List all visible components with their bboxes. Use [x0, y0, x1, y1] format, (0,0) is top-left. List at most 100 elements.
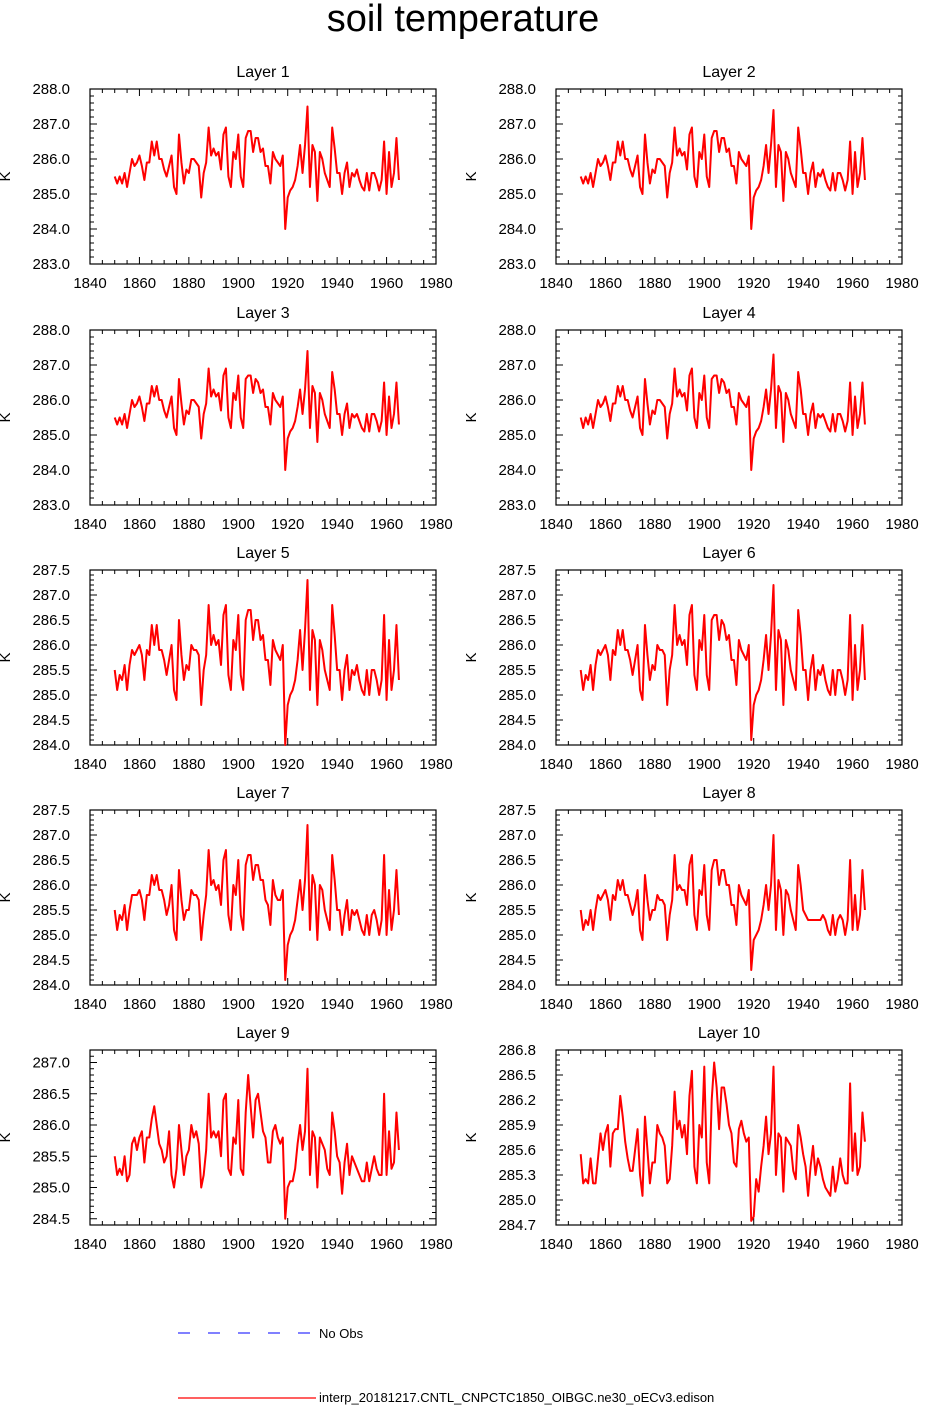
y-tick-label: 285.9: [498, 1117, 536, 1134]
panel-title: Layer 10: [698, 1025, 760, 1042]
y-tick-label: 286.5: [498, 1067, 536, 1084]
y-tick-label: 284.0: [498, 737, 536, 754]
x-tick-label: 1860: [589, 756, 622, 773]
y-tick-label: 286.0: [498, 392, 536, 409]
panel-title: Layer 9: [236, 1025, 289, 1042]
x-tick-label: 1920: [271, 275, 304, 292]
panel-title: Layer 5: [236, 545, 289, 562]
y-tick-label: 286.0: [32, 151, 70, 168]
y-axis-label: K: [0, 652, 14, 662]
x-tick-label: 1980: [419, 756, 452, 773]
y-tick-label: 286.2: [498, 1092, 536, 1109]
y-tick-label: 284.7: [498, 1217, 536, 1234]
x-tick-label: 1840: [73, 516, 106, 533]
y-tick-label: 284.5: [32, 712, 70, 729]
y-tick-label: 286.8: [498, 1042, 536, 1059]
y-tick-label: 286.0: [498, 151, 536, 168]
x-tick-label: 1960: [370, 996, 403, 1013]
series-line: [579, 1061, 866, 1222]
x-tick-label: 1980: [419, 516, 452, 533]
chart-panel-4: Layer 4 K 1840 1860 1880 1900 1920 1940 1960 1980…: [463, 305, 919, 533]
y-tick-label: 287.0: [498, 587, 536, 604]
x-tick-label: 1900: [222, 1236, 255, 1253]
y-tick-label: 288.0: [32, 81, 70, 98]
y-tick-label: 287.0: [32, 1055, 70, 1072]
x-tick-label: 1900: [222, 996, 255, 1013]
x-tick-label: 1940: [786, 996, 819, 1013]
panel-title: Layer 3: [236, 305, 289, 322]
y-tick-label: 284.5: [498, 712, 536, 729]
x-tick-label: 1860: [589, 996, 622, 1013]
y-tick-label: 285.5: [498, 662, 536, 679]
y-tick-label: 285.3: [498, 1167, 536, 1184]
x-tick-label: 1880: [172, 275, 205, 292]
x-tick-label: 1900: [222, 275, 255, 292]
panel-title: Layer 6: [702, 545, 755, 562]
x-tick-label: 1860: [123, 516, 156, 533]
x-tick-label: 1900: [688, 1236, 721, 1253]
y-tick-label: 284.0: [32, 977, 70, 994]
y-tick-label: 287.0: [32, 827, 70, 844]
y-tick-label: 286.0: [32, 1117, 70, 1134]
x-tick-label: 1980: [419, 996, 452, 1013]
x-tick-label: 1860: [123, 1236, 156, 1253]
x-tick-label: 1940: [786, 275, 819, 292]
y-tick-label: 284.5: [32, 952, 70, 969]
y-tick-label: 284.0: [32, 462, 70, 479]
x-tick-label: 1980: [885, 516, 918, 533]
x-tick-label: 1960: [836, 275, 869, 292]
chart-panel-10: Layer 10 K 1840 1860 1880 1900 1920 1940 1960 198…: [463, 1025, 919, 1253]
x-tick-label: 1840: [73, 756, 106, 773]
y-tick-label: 285.0: [32, 427, 70, 444]
chart-panel-2: Layer 2 K 1840 1860 1880 1900 1920 1940 1960 1980…: [463, 64, 919, 292]
x-tick-label: 1840: [539, 756, 572, 773]
y-tick-label: 287.0: [32, 116, 70, 133]
y-tick-label: 284.0: [498, 977, 536, 994]
y-tick-label: 283.0: [32, 256, 70, 273]
panel-title: Layer 1: [236, 64, 289, 81]
chart-panel-7: Layer 7 K 1840 1860 1880 1900 1920 1940 1960 1980…: [0, 785, 453, 1013]
series-line: [113, 1067, 400, 1220]
y-tick-label: 286.0: [498, 637, 536, 654]
x-tick-label: 1940: [786, 756, 819, 773]
y-tick-label: 287.5: [498, 802, 536, 819]
x-tick-label: 1980: [885, 1236, 918, 1253]
y-tick-label: 287.0: [498, 827, 536, 844]
x-tick-label: 1920: [271, 516, 304, 533]
x-tick-label: 1880: [638, 275, 671, 292]
x-tick-label: 1920: [271, 996, 304, 1013]
chart-panel-6: Layer 6 K 1840 1860 1880 1900 1920 1940 1960 1980…: [463, 545, 919, 773]
y-tick-label: 287.0: [498, 357, 536, 374]
x-tick-label: 1960: [836, 756, 869, 773]
y-tick-label: 285.0: [32, 1180, 70, 1197]
y-tick-label: 285.0: [498, 427, 536, 444]
x-tick-label: 1980: [885, 756, 918, 773]
y-tick-label: 286.5: [498, 852, 536, 869]
y-tick-label: 285.0: [32, 927, 70, 944]
x-tick-label: 1940: [320, 1236, 353, 1253]
y-axis-label: K: [463, 1132, 480, 1142]
y-tick-label: 287.0: [498, 116, 536, 133]
y-tick-label: 283.0: [498, 256, 536, 273]
x-tick-label: 1880: [638, 756, 671, 773]
x-tick-label: 1860: [123, 756, 156, 773]
y-tick-label: 285.5: [32, 662, 70, 679]
x-tick-label: 1920: [737, 996, 770, 1013]
y-tick-label: 285.0: [498, 687, 536, 704]
x-tick-label: 1920: [737, 756, 770, 773]
plot-frame: [89, 88, 437, 265]
y-tick-label: 286.0: [32, 392, 70, 409]
x-tick-label: 1840: [73, 275, 106, 292]
y-tick-label: 288.0: [498, 81, 536, 98]
y-axis-label: K: [0, 412, 14, 422]
x-tick-label: 1920: [737, 516, 770, 533]
series-line: [579, 584, 866, 741]
x-tick-label: 1840: [539, 1236, 572, 1253]
x-tick-label: 1880: [172, 1236, 205, 1253]
x-tick-label: 1840: [73, 1236, 106, 1253]
y-axis-label: K: [0, 892, 14, 902]
x-tick-label: 1860: [589, 516, 622, 533]
y-tick-label: 287.5: [32, 802, 70, 819]
y-tick-label: 286.0: [32, 877, 70, 894]
y-tick-label: 285.0: [498, 186, 536, 203]
